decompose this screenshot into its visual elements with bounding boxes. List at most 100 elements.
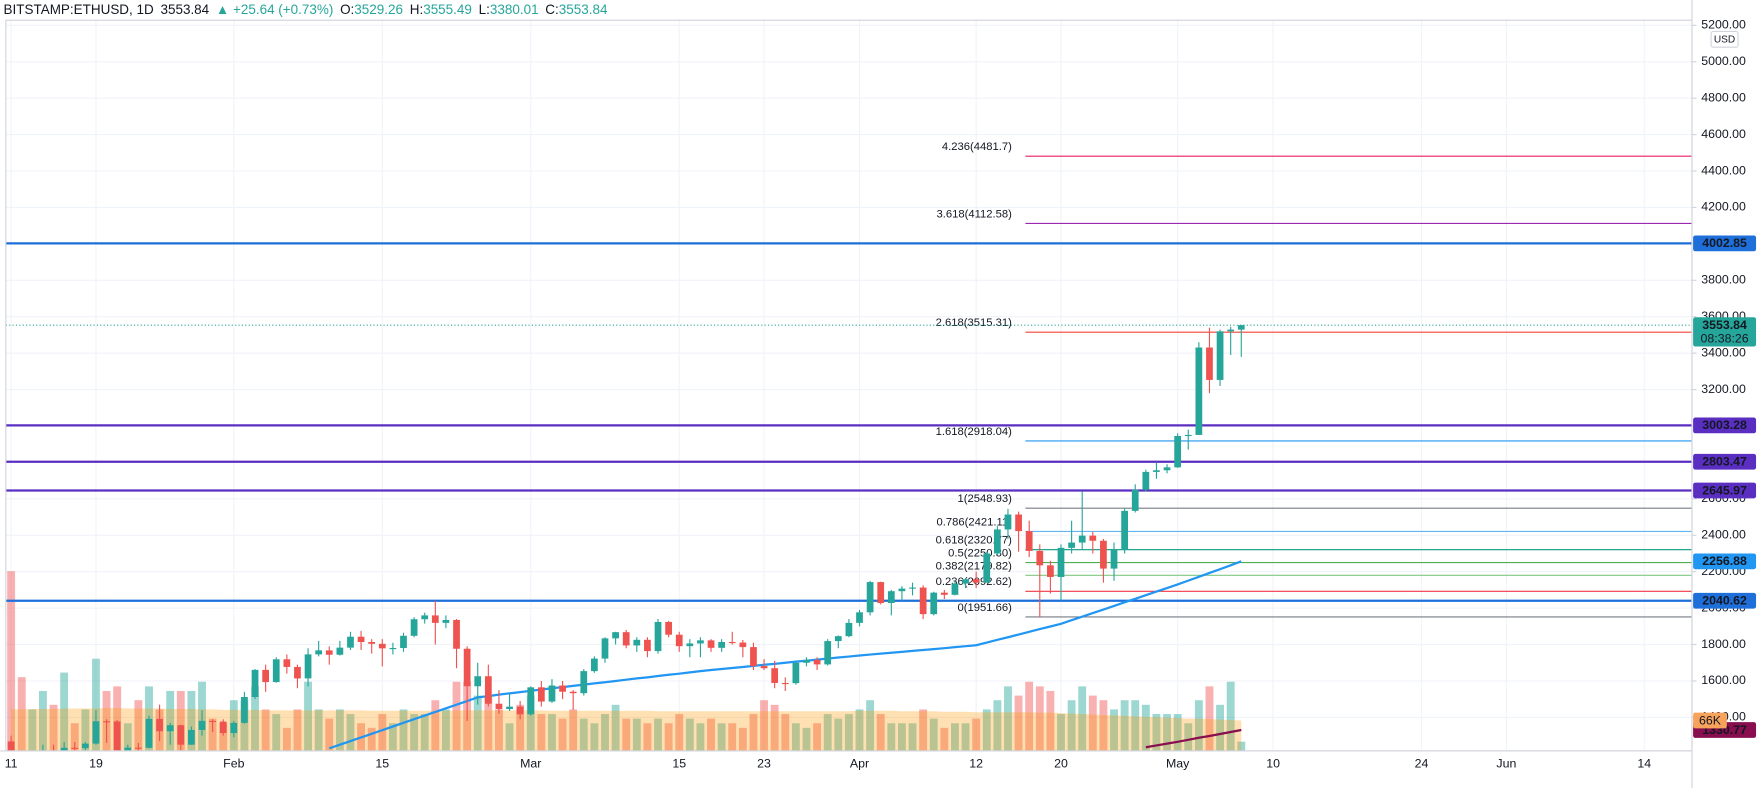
volume-bar [1141, 704, 1150, 751]
volume-bar [717, 723, 726, 751]
volume-ma-tag: 66K [1699, 713, 1722, 727]
volume-bar [495, 709, 503, 751]
candle-body [813, 659, 821, 665]
volume-bar [919, 709, 928, 751]
currency-box[interactable] [1710, 30, 1739, 48]
x-tick-label: May [1166, 757, 1190, 771]
candle-body [230, 722, 238, 734]
volume-bar [993, 700, 1002, 751]
volume-bar [272, 714, 281, 751]
volume-bar [569, 709, 578, 751]
volume-bar [1216, 704, 1225, 751]
currency: USD [1714, 35, 1735, 46]
volume-bar [738, 727, 747, 751]
candle-body [315, 650, 323, 655]
volume-bar [293, 709, 302, 751]
price-tags: 4002.85 3003.28 2803.47 2645.97 2040.62 2256.… [1693, 235, 1757, 738]
volume-bar [1237, 741, 1246, 751]
candle-body [792, 662, 800, 684]
candle-body [919, 587, 927, 615]
candle-body [1216, 331, 1224, 380]
volume-bar [1110, 709, 1118, 751]
volume-bar [1184, 723, 1193, 751]
last-price-tag: 3553.84 [1702, 318, 1747, 332]
candle-body [877, 582, 885, 604]
candle-body [325, 650, 333, 655]
volume-bar [972, 718, 981, 751]
candle-body [145, 718, 153, 748]
candle-body [845, 622, 853, 637]
volume-bar [548, 714, 556, 751]
volume-bar [526, 695, 535, 751]
volume-bar [49, 704, 58, 751]
candle-body [124, 747, 132, 751]
drawings: 4.236(4481.7) 3.618(4112.58) 2.618(3515.31… [5, 141, 1692, 750]
x-tick-label: 15 [375, 757, 389, 771]
volume-bar [951, 723, 959, 751]
candle-body [219, 721, 227, 734]
volume-bar [1014, 695, 1023, 751]
level-tag: 3003.28 [1702, 418, 1747, 432]
fib-label: 2.618(3515.31) [936, 317, 1012, 329]
candle-body [644, 639, 651, 652]
ohlc-key: C: [545, 2, 558, 17]
candle-body [410, 619, 418, 636]
last-price: 3553.84 [160, 2, 209, 17]
candle-body [209, 720, 216, 722]
volume-bar [982, 709, 991, 751]
volume-bar [1078, 686, 1087, 751]
candle-body [453, 619, 460, 649]
ohlc-key: O: [340, 2, 354, 17]
volume-bar [1120, 700, 1129, 751]
volume-bar [664, 723, 673, 751]
volume-bar [1226, 681, 1235, 751]
volume-bar [208, 718, 217, 751]
candle-body [1195, 347, 1203, 435]
candle-body [188, 729, 195, 745]
volume-bar [399, 709, 408, 751]
y-tick-label: 1600.00 [1701, 673, 1746, 687]
level-tag-box [1693, 592, 1757, 609]
volume-bar [749, 714, 758, 751]
candle-body [431, 615, 439, 623]
volume-bar [410, 714, 419, 751]
candle-body [1089, 535, 1097, 541]
candle-body [697, 640, 704, 644]
fib-label: 0(1951.66) [958, 602, 1013, 614]
y-tick-label: 4200.00 [1701, 200, 1746, 214]
candle-body [336, 647, 344, 655]
volume-bar [60, 672, 69, 751]
volume-bar [675, 714, 684, 751]
volume-bar [304, 681, 312, 751]
moving-average [328, 560, 1242, 750]
level-tag-box [1693, 417, 1757, 434]
volume-bar [17, 677, 26, 751]
candle-body [1206, 347, 1213, 380]
volume-bar [219, 723, 228, 751]
candle-body [612, 632, 619, 639]
volume-bar [7, 571, 16, 751]
volume-bar [802, 727, 811, 751]
candle-body [378, 643, 386, 649]
y-tick-label: 1800.00 [1701, 637, 1746, 651]
ohlc-key: L: [479, 2, 490, 17]
volume-ma-area [11, 708, 1242, 751]
candle-body [283, 659, 291, 667]
candle-body [1047, 565, 1054, 577]
volume-bar [1025, 681, 1034, 751]
candle-body [898, 588, 906, 592]
volume-bar [261, 709, 270, 751]
volume-bar [897, 723, 906, 751]
volume-bar [770, 704, 779, 751]
candle-body [251, 669, 259, 697]
fib-label: 0.5(2250.30) [948, 548, 1012, 560]
volume-bar [346, 714, 355, 751]
volume-bar [929, 718, 938, 751]
candle-body [7, 741, 15, 751]
candle-body [622, 632, 630, 646]
volume-bar [1099, 700, 1108, 751]
volume-bar [473, 695, 482, 751]
y-tick-label: 3400.00 [1701, 345, 1746, 359]
candle-body [421, 615, 429, 620]
y-tick-label: 4400.00 [1701, 163, 1746, 177]
